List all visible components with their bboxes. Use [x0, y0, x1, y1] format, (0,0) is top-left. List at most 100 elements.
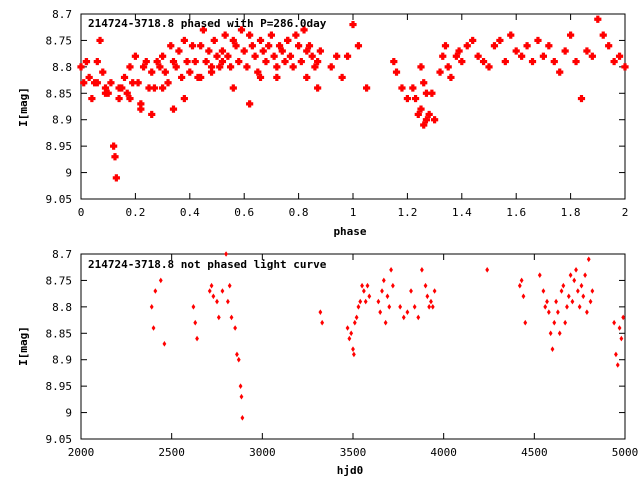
data-point — [195, 335, 199, 342]
data-point — [347, 335, 352, 342]
data-point — [126, 63, 134, 71]
data-point — [425, 110, 433, 119]
data-point — [583, 272, 588, 278]
y-tick-label: 8.75 — [46, 34, 73, 47]
data-point — [365, 282, 370, 289]
x-tick-label: 2000 — [68, 446, 95, 459]
data-point — [572, 277, 577, 284]
data-point — [455, 47, 463, 55]
data-point — [358, 298, 363, 305]
data-point — [401, 314, 406, 321]
data-point — [151, 325, 156, 331]
data-point — [115, 84, 123, 92]
data-point — [115, 94, 123, 103]
data-point — [552, 319, 557, 326]
data-point — [574, 267, 578, 273]
data-point — [267, 31, 275, 39]
data-point — [567, 31, 575, 39]
data-point — [554, 298, 558, 305]
data-point — [390, 282, 395, 289]
data-point — [380, 288, 384, 294]
data-point — [352, 319, 357, 326]
data-point — [398, 304, 403, 310]
data-point — [428, 89, 436, 97]
data-point — [351, 346, 355, 352]
y-tick-label: 8.95 — [46, 380, 73, 393]
data-points — [77, 15, 629, 182]
data-point — [479, 57, 488, 66]
data-point — [572, 57, 580, 66]
data-point — [556, 309, 560, 315]
data-point — [416, 314, 421, 321]
data-point — [594, 15, 602, 23]
data-point — [436, 68, 444, 76]
data-point — [614, 351, 618, 358]
data-point — [236, 356, 241, 363]
data-point — [349, 20, 357, 29]
data-point — [153, 288, 158, 294]
data-point — [583, 47, 591, 55]
data-point — [405, 309, 410, 315]
data-point — [565, 304, 569, 310]
data-point — [213, 52, 221, 60]
data-point — [559, 288, 564, 294]
data-point — [139, 63, 148, 71]
data-point — [93, 57, 101, 66]
data-point — [191, 304, 196, 310]
data-point — [167, 42, 175, 50]
data-point — [575, 288, 580, 294]
data-point — [545, 42, 553, 50]
data-point — [392, 68, 401, 76]
data-point — [137, 105, 145, 113]
data-point — [615, 52, 624, 60]
y-axis-label: I[mag] — [17, 87, 30, 127]
data-point — [159, 52, 167, 60]
data-point — [314, 84, 322, 92]
data-points — [149, 251, 626, 421]
data-point — [216, 63, 224, 71]
data-point — [158, 277, 163, 284]
y-tick-label: 8.7 — [52, 8, 72, 21]
data-point — [284, 36, 292, 45]
data-point — [429, 298, 433, 305]
data-point — [281, 57, 289, 66]
data-point — [175, 47, 183, 55]
y-tick-label: 9.05 — [46, 433, 73, 446]
data-point — [354, 314, 359, 321]
data-point — [585, 309, 589, 315]
y-axis-label: I[mag] — [17, 326, 30, 366]
data-point — [77, 63, 85, 71]
data-point — [612, 319, 617, 326]
x-tick-label: 1.2 — [397, 206, 417, 219]
y-tick-label: 8.9 — [52, 114, 72, 127]
data-point — [88, 94, 96, 103]
y-tick-label: 8.85 — [46, 327, 73, 340]
data-point — [414, 110, 422, 119]
data-point — [193, 319, 198, 326]
data-point — [318, 309, 323, 315]
data-point — [352, 351, 356, 358]
data-point — [205, 47, 213, 55]
data-point — [417, 105, 425, 113]
data-point — [314, 57, 322, 66]
data-point — [162, 341, 167, 347]
data-point — [246, 31, 254, 39]
data-point — [521, 293, 526, 300]
data-point — [180, 94, 188, 103]
data-point — [286, 52, 295, 60]
data-point — [172, 63, 180, 71]
data-point — [579, 282, 584, 289]
data-point — [581, 293, 586, 300]
data-point — [390, 57, 398, 66]
unphased-light-curve-panel: 8.7 8.75 8.8 8.85 8.9 8.95 9 9.05 2000 2500 3000 3… — [17, 248, 638, 477]
data-point — [273, 63, 281, 71]
data-point — [218, 47, 227, 55]
y-tick-label: 8.85 — [46, 87, 73, 100]
data-point — [265, 42, 273, 50]
data-point — [248, 42, 256, 50]
data-point — [216, 314, 221, 321]
data-point — [229, 36, 237, 45]
data-point — [599, 31, 607, 39]
data-point — [82, 57, 91, 66]
data-point — [305, 42, 314, 50]
